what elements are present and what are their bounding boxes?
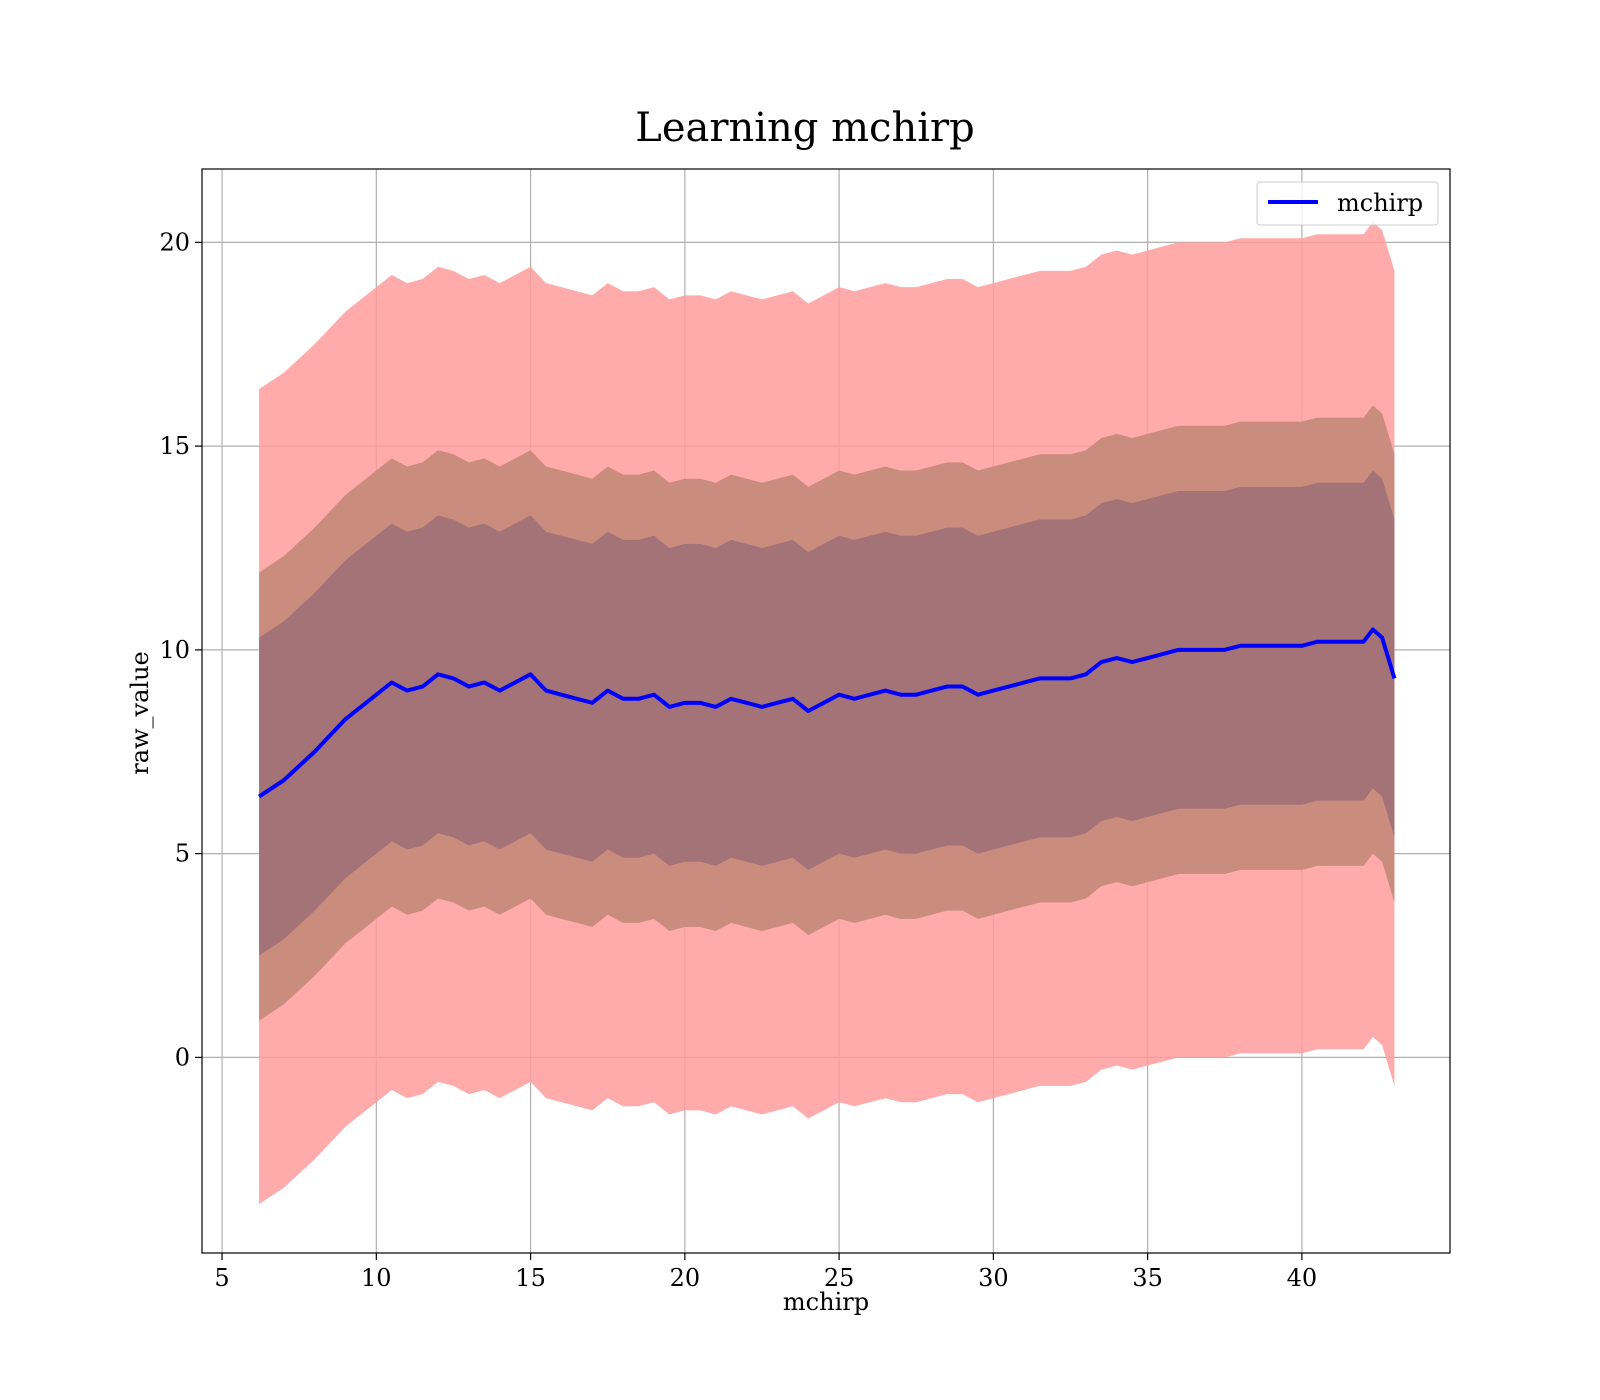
x-axis-label: mchirp — [783, 1288, 869, 1316]
y-tick-label: 5 — [175, 840, 190, 868]
x-tick-label: 20 — [670, 1264, 701, 1292]
plot-frame — [201, 168, 1451, 1254]
x-tick-label: 5 — [214, 1264, 229, 1292]
axis-ticks: 5 10 15 20 25 30 35 40 0 5 10 15 20 — [159, 228, 1317, 1292]
chart-title: Learning mchirp — [635, 105, 974, 151]
legend: mchirp — [1256, 181, 1439, 226]
band-inner — [259, 470, 1395, 956]
legend-box — [1256, 181, 1439, 226]
legend-label-mchirp: mchirp — [1337, 189, 1423, 217]
x-tick-label: 15 — [515, 1264, 546, 1292]
series-lines — [257, 627, 1397, 799]
x-tick-label: 10 — [361, 1264, 392, 1292]
x-tick-label: 25 — [824, 1264, 855, 1292]
confidence-bands — [259, 221, 1395, 1205]
x-tick-label: 35 — [1132, 1264, 1163, 1292]
y-tick-label: 20 — [159, 228, 190, 256]
x-tick-label: 30 — [978, 1264, 1009, 1292]
x-tick-label: 40 — [1287, 1264, 1318, 1292]
y-tick-label: 10 — [159, 636, 190, 664]
y-axis-label: raw_value — [126, 651, 154, 775]
y-tick-label: 0 — [175, 1043, 190, 1071]
series-line-mchirp — [257, 627, 1397, 799]
y-tick-label: 15 — [159, 432, 190, 460]
